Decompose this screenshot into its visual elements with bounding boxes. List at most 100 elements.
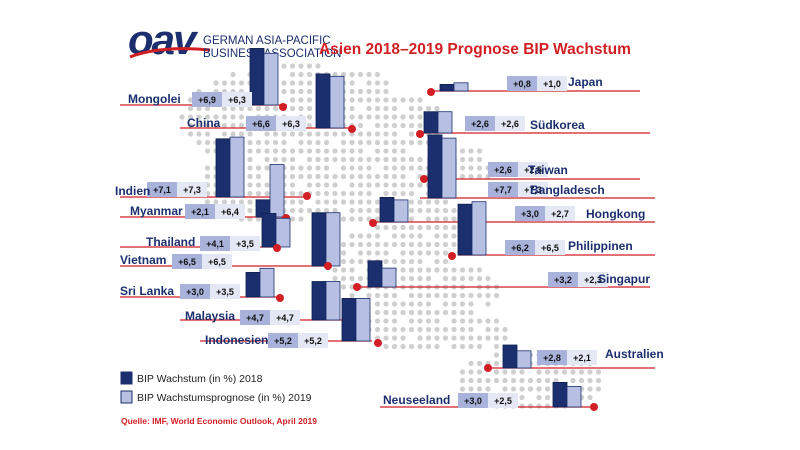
map-dot — [391, 343, 398, 350]
map-dot — [221, 122, 228, 129]
map-dot — [383, 335, 389, 341]
map-dot — [536, 377, 542, 384]
map-dot — [366, 233, 372, 239]
map-dot — [391, 292, 398, 299]
map-dot — [408, 326, 415, 333]
map-dot — [315, 165, 321, 171]
map-dot — [204, 131, 211, 137]
map-dot — [408, 301, 415, 307]
map-dot — [408, 131, 415, 137]
map-dot — [366, 173, 372, 180]
map-dot — [187, 97, 194, 103]
map-dot — [289, 71, 296, 78]
map-dot — [400, 156, 406, 163]
country-name: Singapur — [598, 272, 650, 286]
map-dot — [425, 105, 432, 112]
map-dot — [468, 386, 474, 392]
map-dot — [247, 165, 253, 171]
map-dot — [502, 335, 508, 341]
map-dot — [289, 63, 296, 69]
country-name: Australien — [605, 347, 664, 361]
country-name: Taiwan — [528, 163, 568, 177]
map-dot — [553, 369, 559, 375]
map-dot — [434, 335, 440, 341]
map-dot — [417, 233, 423, 239]
map-dot — [391, 301, 398, 307]
map-dot — [468, 301, 474, 307]
map-dot — [221, 131, 228, 137]
map-dot — [400, 309, 406, 316]
map-dot — [400, 233, 406, 239]
map-dot — [204, 165, 211, 171]
bar-2019 — [441, 137, 457, 199]
map-dot — [323, 131, 330, 137]
map-dot — [468, 292, 474, 299]
map-dot — [366, 165, 372, 171]
bar-2019 — [393, 199, 409, 223]
map-dot — [408, 199, 415, 205]
map-dot — [213, 80, 219, 86]
map-dot — [204, 173, 211, 180]
map-dot — [408, 233, 415, 239]
map-dot — [476, 377, 483, 384]
map-dot — [400, 114, 406, 120]
map-dot — [417, 275, 423, 282]
value-label-2018: +4,1 — [206, 239, 224, 249]
map-dot — [323, 199, 330, 205]
bar-2019 — [566, 386, 582, 408]
map-dot — [247, 199, 253, 205]
map-dot — [349, 156, 355, 163]
map-dot — [383, 250, 389, 256]
map-dot — [459, 292, 466, 299]
map-dot — [204, 122, 211, 129]
map-dot — [595, 369, 602, 375]
map-dot — [408, 343, 415, 350]
map-dot — [587, 394, 593, 401]
location-dot — [279, 103, 287, 111]
country-groups: +6,9 +6,3 Mongolei +6,6 +6,3 China +0,8 +1,0 Jap… — [115, 48, 664, 411]
map-dot — [349, 139, 355, 146]
map-dot — [485, 326, 491, 333]
map-dot — [459, 318, 466, 324]
value-label-2019: +5,2 — [304, 336, 322, 346]
bar-2019 — [325, 212, 341, 267]
map-dot — [400, 173, 406, 180]
map-dot — [417, 258, 423, 265]
map-dot — [391, 105, 398, 112]
value-box-2018 — [240, 310, 270, 325]
map-dot — [417, 182, 423, 188]
map-dot — [493, 360, 500, 367]
map-dot — [289, 207, 296, 214]
value-box-2018 — [458, 393, 488, 408]
location-dot — [590, 403, 598, 411]
map-dot — [179, 114, 185, 120]
map-dot — [366, 199, 372, 205]
map-dot — [204, 105, 211, 112]
value-label-2019: +2,3 — [584, 275, 602, 285]
map-dot — [451, 275, 457, 282]
map-dot — [434, 258, 440, 265]
map-dot — [544, 403, 551, 409]
map-dot — [476, 292, 483, 299]
map-dot — [264, 165, 270, 171]
map-dot — [510, 369, 517, 375]
value-box-2018 — [192, 92, 222, 107]
map-dot — [340, 250, 347, 256]
map-dot — [315, 173, 321, 180]
map-dot — [417, 267, 423, 273]
map-dot — [272, 131, 279, 137]
map-dot — [434, 318, 440, 324]
map-dot — [442, 275, 449, 282]
value-box-2019 — [537, 76, 567, 91]
map-dot — [527, 377, 534, 384]
map-dot — [442, 301, 449, 307]
map-dot — [400, 139, 406, 146]
map-dot — [391, 335, 398, 341]
logo-wordmark: oav — [128, 16, 199, 63]
map-dot — [315, 148, 321, 154]
map-dot — [468, 360, 474, 367]
map-dot — [408, 309, 415, 316]
map-dot — [451, 241, 457, 248]
map-dot — [400, 258, 406, 265]
map-dot — [417, 318, 423, 324]
